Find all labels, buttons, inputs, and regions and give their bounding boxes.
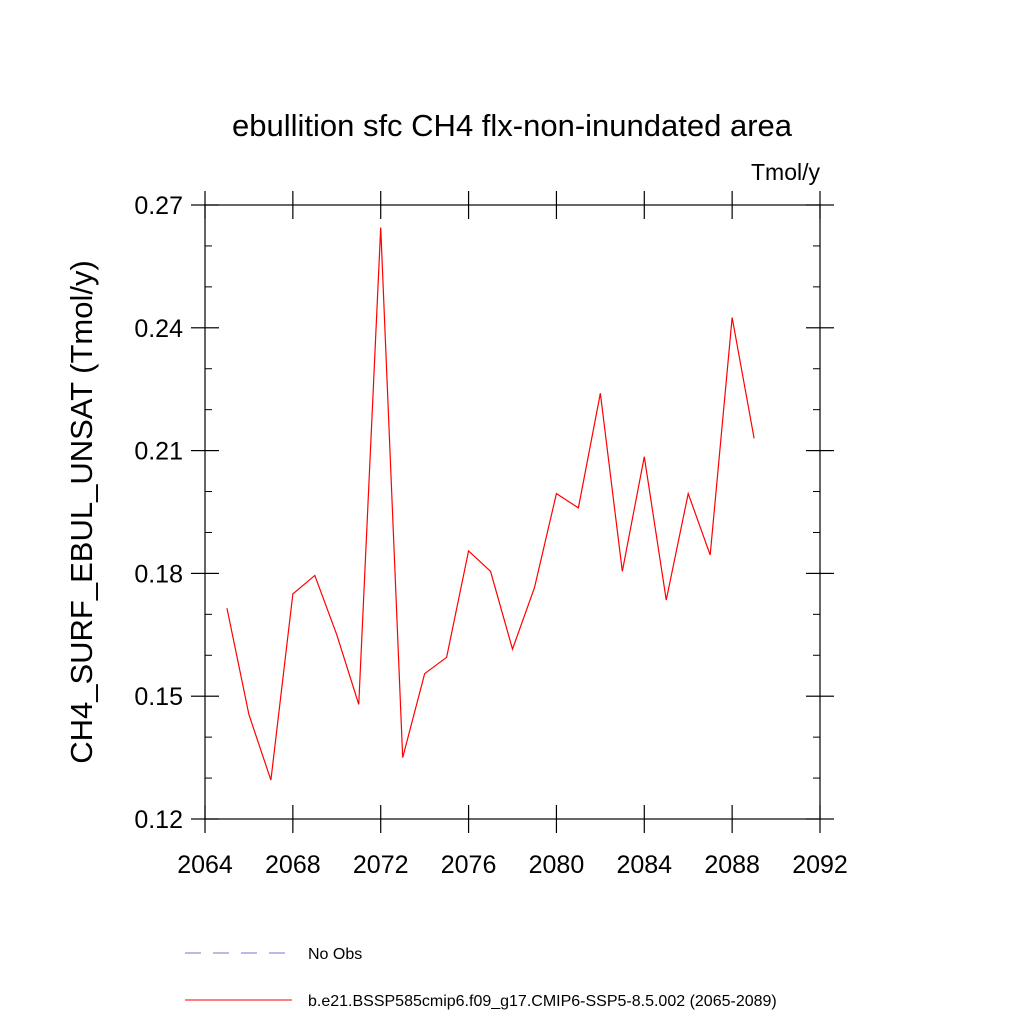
y-tick-label: 0.24: [134, 315, 183, 343]
y-tick-label: 0.27: [134, 192, 183, 220]
chart-title: ebullition sfc CH4 flx-non-inundated are…: [232, 108, 793, 143]
x-tick-label: 2072: [353, 851, 409, 879]
y-tick-label: 0.18: [134, 560, 183, 588]
y-tick-label: 0.21: [134, 438, 183, 466]
legend-label: b.e21.BSSP585cmip6.f09_g17.CMIP6-SSP5-8.…: [308, 993, 777, 1010]
axes-layer: 2064 2068 2072 2076 2080 2084 2088 2092 0.12 0.15…: [134, 191, 847, 879]
legend-label: No Obs: [308, 946, 362, 963]
x-tick-label: 2084: [616, 851, 672, 879]
y-axis-label: CH4_SURF_EBUL_UNSAT (Tmol/y): [64, 260, 99, 764]
x-tick-label: 2080: [529, 851, 585, 879]
x-tick-label: 2068: [265, 851, 321, 879]
legend: No Obs b.e21.BSSP585cmip6.f09_g17.CMIP6-S…: [185, 946, 777, 1010]
series-layer: [227, 228, 754, 781]
series-line: [227, 228, 754, 781]
y-tick-label: 0.12: [134, 806, 183, 834]
x-tick-label: 2092: [792, 851, 848, 879]
y-tick-label: 0.15: [134, 683, 183, 711]
x-tick-label: 2088: [704, 851, 760, 879]
x-tick-label: 2064: [177, 851, 233, 879]
x-tick-label: 2076: [441, 851, 497, 879]
units-label: Tmol/y: [751, 159, 821, 185]
plot-frame: [205, 205, 820, 819]
